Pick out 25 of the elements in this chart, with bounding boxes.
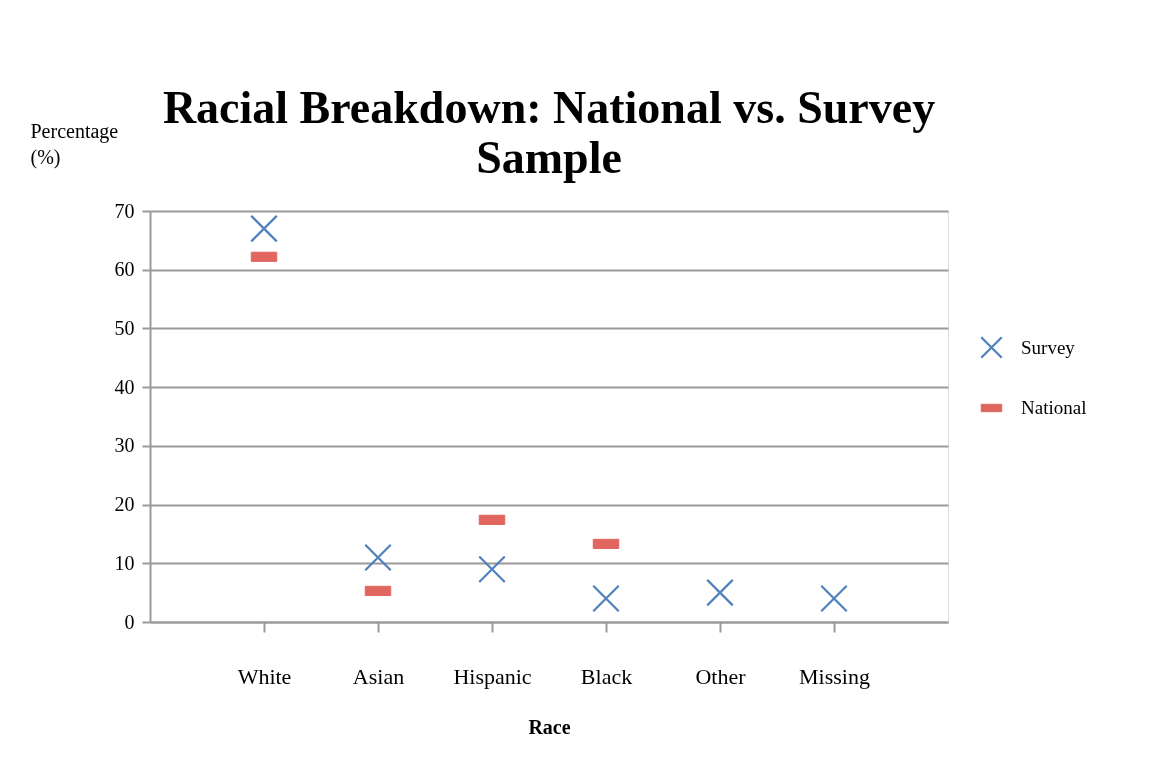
y-tick-label: 70 bbox=[114, 199, 135, 222]
y-tick-label: 40 bbox=[114, 375, 135, 398]
point bbox=[364, 543, 392, 572]
y-tick-label: 0 bbox=[124, 610, 135, 633]
x-tick-label: Hispanic bbox=[453, 663, 532, 689]
x-tick-label: Missing bbox=[799, 663, 870, 689]
y-tick-label: 30 bbox=[114, 434, 135, 457]
y-tick-label: 50 bbox=[114, 316, 135, 339]
x-tick-label: Black bbox=[580, 663, 633, 689]
x-axis-title: Race bbox=[528, 715, 571, 738]
x-tick-label: White bbox=[237, 663, 292, 689]
y-axis-title: Percentage (%) bbox=[30, 119, 119, 169]
chart-title: Racial Breakdown: National vs. Survey Sample bbox=[162, 82, 936, 183]
y-tick-label: 60 bbox=[114, 258, 135, 281]
point bbox=[820, 584, 848, 613]
y-tick-label: 10 bbox=[114, 551, 135, 574]
x-tick-label: Other bbox=[695, 663, 747, 689]
x-tick-label: Asian bbox=[352, 663, 405, 689]
point bbox=[250, 214, 278, 243]
legend-label: Survey bbox=[1021, 336, 1076, 358]
point bbox=[706, 578, 734, 607]
point bbox=[478, 555, 506, 584]
legend-label: National bbox=[1021, 397, 1087, 418]
y-tick-label: 20 bbox=[114, 493, 135, 516]
point bbox=[592, 584, 620, 613]
